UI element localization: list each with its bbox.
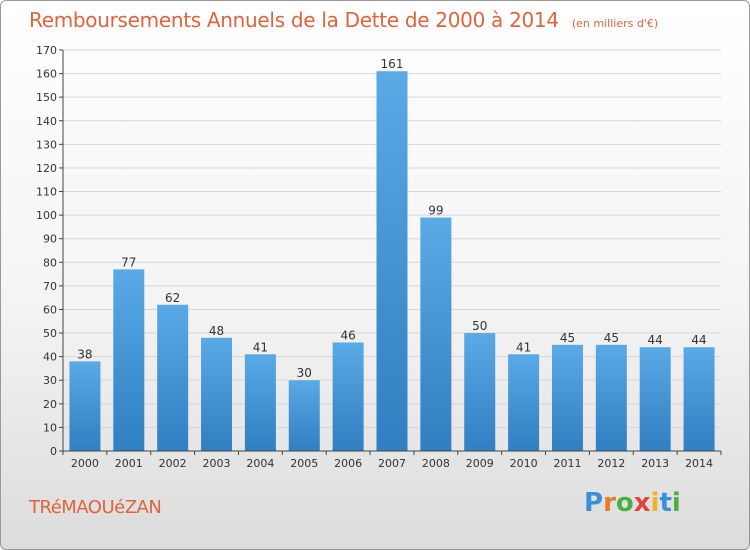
y-tick-label: 30: [43, 374, 57, 387]
x-tick-label: 2006: [334, 457, 362, 470]
bar-2014: [683, 347, 715, 451]
bar-value-label: 99: [428, 203, 443, 217]
x-tick-label: 2007: [378, 457, 406, 470]
bar-2010: [508, 354, 540, 451]
proxiti-logo[interactable]: Proxiti: [584, 488, 681, 518]
bar-2012: [595, 344, 627, 451]
bar-2009: [464, 333, 496, 451]
chart-title: Remboursements Annuels de la Dette de 20…: [29, 8, 559, 32]
y-tick-label: 80: [43, 256, 57, 269]
bar-value-label: 50: [472, 319, 487, 333]
bar-value-label: 44: [691, 333, 706, 347]
logo-letter: x: [633, 488, 651, 518]
bar-2013: [639, 347, 671, 451]
y-tick-label: 50: [43, 327, 57, 340]
bar-2004: [244, 354, 276, 451]
x-tick-label: 2001: [115, 457, 143, 470]
y-tick-label: 120: [36, 162, 57, 175]
y-tick-label: 160: [36, 68, 57, 81]
y-tick-label: 20: [43, 398, 57, 411]
bar-2007: [376, 71, 408, 452]
bar-value-label: 77: [121, 255, 136, 269]
y-tick-label: 150: [36, 91, 57, 104]
x-tick-label: 2014: [685, 457, 713, 470]
y-tick-label: 10: [43, 421, 57, 434]
bar-value-label: 46: [340, 328, 355, 342]
bar-2001: [113, 269, 145, 451]
bar-2011: [551, 344, 583, 451]
bar-value-label: 38: [77, 347, 92, 361]
bar-value-label: 48: [209, 324, 224, 338]
y-tick-label: 100: [36, 209, 57, 222]
x-tick-label: 2011: [553, 457, 581, 470]
logo-letter: i: [671, 488, 681, 518]
y-tick-label: 140: [36, 115, 57, 128]
y-tick-label: 90: [43, 233, 57, 246]
x-tick-label: 2002: [159, 457, 187, 470]
x-tick-label: 2012: [597, 457, 625, 470]
bar-value-label: 41: [253, 340, 268, 354]
y-tick-label: 40: [43, 351, 57, 364]
y-tick-label: 0: [50, 445, 57, 458]
bar-value-label: 30: [297, 366, 312, 380]
bar-value-label: 44: [648, 333, 663, 347]
y-axis: 0 10 20 30 40 50 60 70 80 90 100 110 120 130 140 150 160…: [36, 44, 64, 458]
bar-value-label: 45: [560, 331, 575, 345]
y-tick-label: 170: [36, 44, 57, 57]
logo-letter: P: [584, 488, 604, 518]
y-tick-label: 70: [43, 280, 57, 293]
bar-2002: [157, 304, 189, 451]
bar-2000: [69, 361, 101, 451]
bar-value-label: 62: [165, 291, 180, 305]
logo-letter: t: [659, 488, 672, 518]
bars: 38 77 62 48 41 30 46 161 99 50 41 45 45 44 44: [69, 57, 715, 452]
y-tick-label: 60: [43, 303, 57, 316]
bar-2003: [201, 337, 233, 451]
bar-2008: [420, 217, 452, 451]
x-tick-label: 2008: [422, 457, 450, 470]
x-tick-label: 2005: [290, 457, 318, 470]
x-tick-label: 2000: [71, 457, 99, 470]
x-tick-label: 2009: [466, 457, 494, 470]
title-row: Remboursements Annuels de la Dette de 20…: [29, 8, 658, 32]
bar-value-label: 41: [516, 340, 531, 354]
commune-name: TRéMAOUéZAN: [29, 497, 162, 518]
logo-letter: i: [650, 488, 660, 518]
logo-letter: r: [603, 488, 616, 518]
bar-2006: [332, 342, 364, 451]
x-tick-label: 2010: [510, 457, 538, 470]
bar-value-label: 45: [604, 331, 619, 345]
logo-letter: o: [615, 488, 634, 518]
bar-2005: [288, 380, 320, 451]
y-tick-label: 110: [36, 186, 57, 199]
x-tick-label: 2013: [641, 457, 669, 470]
x-axis: 2000 2001 2002 2003 2004 2005 2006 2007 2008 2009…: [62, 450, 722, 470]
x-tick-label: 2003: [203, 457, 231, 470]
x-tick-label: 2004: [246, 457, 274, 470]
bar-value-label: 161: [381, 57, 404, 71]
y-tick-label: 130: [36, 138, 57, 151]
chart-subtitle: (en milliers d'€): [571, 17, 659, 30]
